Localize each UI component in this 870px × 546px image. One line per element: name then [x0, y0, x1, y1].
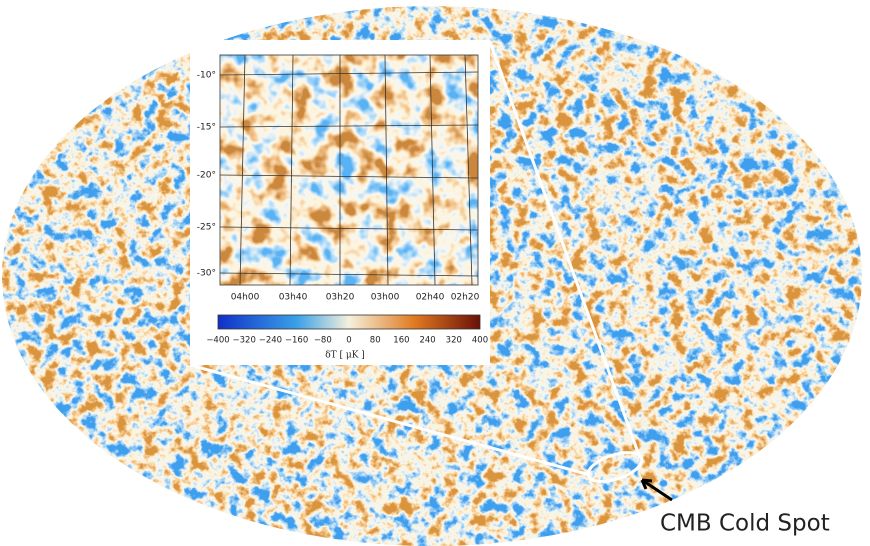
- colorbar-label: 80: [370, 336, 381, 346]
- annotation: CMB Cold Spot: [660, 511, 830, 537]
- x-label: 03h40: [279, 293, 308, 303]
- colorbar-label: −240: [259, 336, 282, 346]
- x-label: 03h20: [326, 293, 355, 303]
- y-label: -20°: [197, 171, 216, 181]
- x-label: 02h20: [451, 293, 480, 303]
- x-label: 03h00: [371, 293, 400, 303]
- colorbar-label: 320: [446, 336, 462, 346]
- y-label: -25°: [197, 223, 216, 233]
- x-label: 04h00: [231, 293, 260, 303]
- colorbar-label: 400: [472, 336, 488, 346]
- colorbar-label: 160: [393, 336, 409, 346]
- inset-panel: [190, 40, 490, 365]
- colorbar-label: −160: [285, 336, 308, 346]
- y-label: -30°: [197, 269, 216, 279]
- cmb-figure: CMB Cold Spot -10° -15° -20° -25° -30° 04h00 0…: [0, 0, 870, 546]
- x-label: 02h40: [416, 293, 445, 303]
- colorbar-label: −320: [233, 336, 256, 346]
- colorbar-label: −80: [314, 336, 332, 346]
- colorbar-label: 240: [419, 336, 435, 346]
- colorbar-label: 0: [346, 336, 351, 346]
- colorbar-label: −400: [206, 336, 229, 346]
- y-label: -15°: [197, 123, 216, 133]
- y-label: -10°: [197, 71, 216, 81]
- colorbar-title: δT [ μK ]: [325, 351, 365, 361]
